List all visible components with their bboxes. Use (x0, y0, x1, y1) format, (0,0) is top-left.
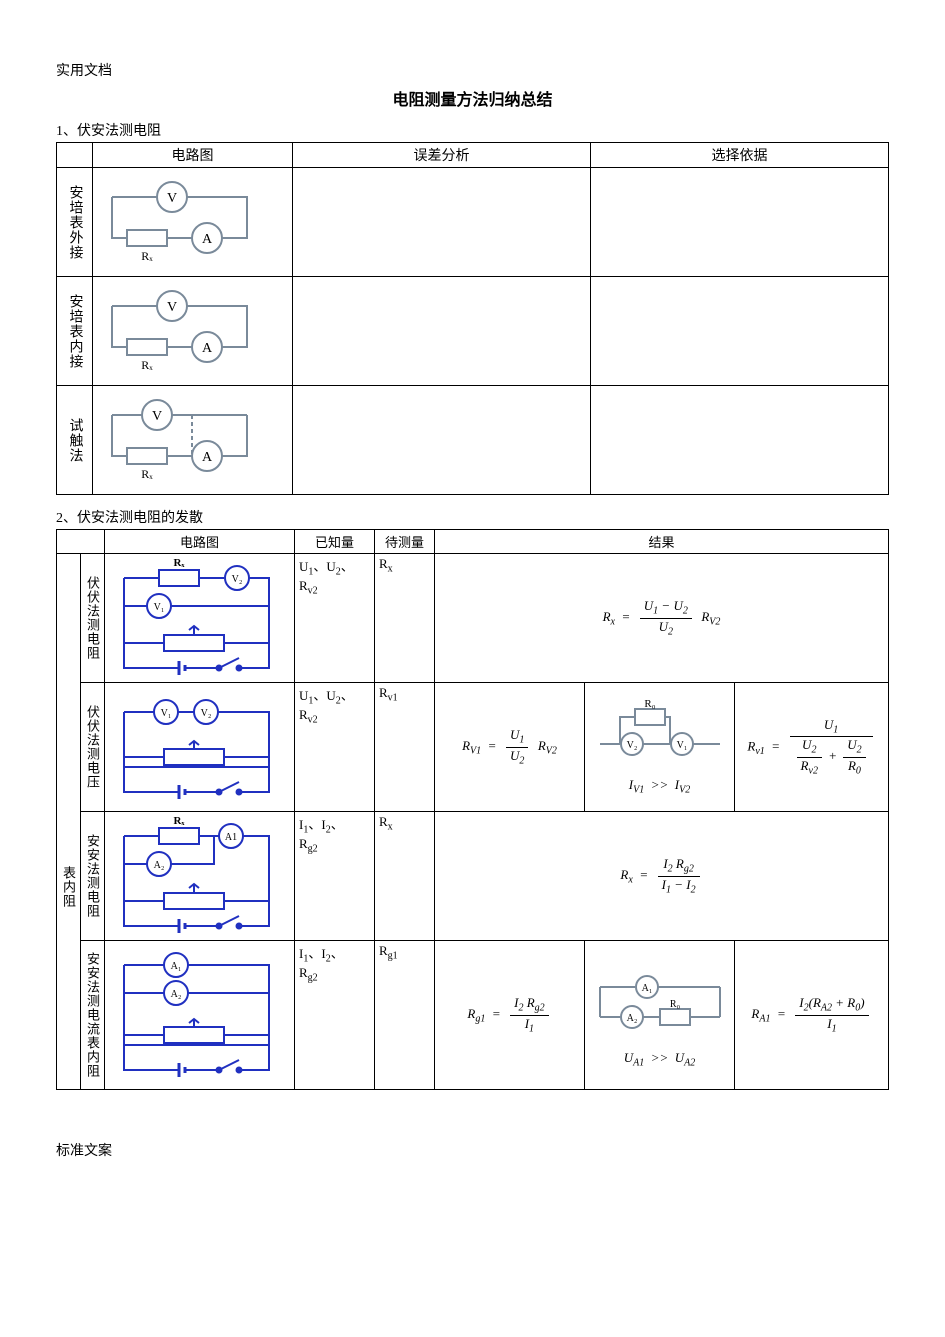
row2-label-aa-a: 安安法测电流表内阻 (81, 941, 105, 1090)
table-row: 安培表内接 V A Rₓ (57, 277, 889, 386)
table-row: 表内阻 伏伏法测电阻 (57, 554, 889, 683)
svg-text:Rₓ: Rₓ (141, 467, 153, 481)
svg-text:A: A (202, 341, 213, 356)
row2-label-aa-r: 安安法测电阻 (81, 812, 105, 941)
svg-text:V₁: V₁ (161, 708, 172, 719)
known-aa-a: I1、I2、Rg2 (295, 941, 375, 1090)
unknown-vv-v: Rv1 (375, 683, 435, 812)
table-row: 安安法测电阻 (57, 812, 889, 941)
circuit-aa-a: A₁ A₂ (105, 941, 295, 1090)
svg-text:A₂: A₂ (626, 1013, 637, 1024)
col-error: 误差分析 (293, 143, 591, 168)
svg-text:Rₓ: Rₓ (173, 816, 185, 827)
svg-text:V: V (167, 300, 177, 315)
svg-text:Rₓ: Rₓ (173, 558, 185, 569)
table-va-extended: 电路图 已知量 待测量 结果 表内阻 伏伏法测电阻 (56, 529, 889, 1090)
svg-text:A₁: A₁ (641, 983, 652, 994)
svg-text:A: A (202, 232, 213, 247)
svg-text:V: V (167, 191, 177, 206)
row-label-trial: 试触法 (57, 386, 93, 495)
svg-text:R₀: R₀ (644, 699, 655, 710)
row-label-ammeter-external: 安培表外接 (57, 168, 93, 277)
cond-aa-a: UA1 >> UA2 (624, 1050, 696, 1069)
side-label-inner-resistance: 表内阻 (59, 690, 78, 1083)
row2-label-vv-r: 伏伏法测电阻 (81, 554, 105, 683)
row2-label-vv-v: 伏伏法测电压 (81, 683, 105, 812)
svg-text:A1: A1 (225, 832, 237, 843)
svg-text:V₂: V₂ (626, 740, 637, 751)
svg-text:A₂: A₂ (154, 860, 165, 871)
svg-text:V₂: V₂ (201, 708, 212, 719)
circuit-vv-r: Rₓ V₂ V₁ (105, 554, 295, 683)
col2-known: 已知量 (295, 530, 375, 554)
col2-unknown: 待测量 (375, 530, 435, 554)
svg-text:A₂: A₂ (171, 989, 182, 1000)
table-row: 安安法测电流表内阻 (57, 941, 889, 1090)
footer-note: 标准文案 (56, 1140, 889, 1160)
svg-text:V₁: V₁ (676, 740, 687, 751)
known-vv-r: U1、U2、Rv2 (295, 554, 375, 683)
known-vv-v: U1、U2、Rv2 (295, 683, 375, 812)
svg-text:Rₓ: Rₓ (141, 249, 153, 263)
page-title: 电阻测量方法归纳总结 (56, 86, 889, 110)
table-row: 电路图 误差分析 选择依据 (57, 143, 889, 168)
circuit-trial: V A Rₓ (93, 386, 293, 495)
extra-formula-vv-v: Rv1 = U1 U2Rv2 + U2R0 (735, 683, 889, 812)
unknown-aa-r: Rx (375, 812, 435, 941)
col2-circuit: 电路图 (105, 530, 295, 554)
section2-heading: 2、伏安法测电阻的发散 (56, 507, 889, 527)
svg-text:R₀: R₀ (669, 999, 680, 1010)
table-row: 安培表外接 (57, 168, 889, 277)
svg-text:A: A (202, 450, 213, 465)
svg-text:Rₓ: Rₓ (141, 358, 153, 372)
formula-vv-v: RV1 = U1U2 RV2 (435, 683, 585, 812)
extra-circuit-aa-a: A₁ A₂ R₀ UA1 >> UA2 (585, 941, 735, 1090)
table-row: 电路图 已知量 待测量 结果 (57, 530, 889, 554)
known-aa-r: I1、I2、Rg2 (295, 812, 375, 941)
formula-vv-r: Rx = U1 − U2U2 RV2 (435, 554, 889, 683)
unknown-vv-r: Rx (375, 554, 435, 683)
table-va-method: 电路图 误差分析 选择依据 安培表外接 (56, 142, 889, 495)
formula-aa-r: Rx = I2 Rg2I1 − I2 (435, 812, 889, 941)
circuit-ammeter-external: V A Rₓ (93, 168, 293, 277)
section1-heading: 1、伏安法测电阻 (56, 120, 889, 140)
col2-result: 结果 (435, 530, 889, 554)
col-circuit: 电路图 (93, 143, 293, 168)
unknown-aa-a: Rg1 (375, 941, 435, 1090)
circuit-vv-v: V₁ V₂ (105, 683, 295, 812)
col-criteria: 选择依据 (591, 143, 889, 168)
svg-text:A₁: A₁ (171, 961, 182, 972)
svg-text:V: V (152, 409, 162, 424)
cond-vv-v: IV1 >> IV2 (629, 777, 690, 796)
row-label-ammeter-internal: 安培表内接 (57, 277, 93, 386)
circuit-aa-r: Rₓ A1 A₂ (105, 812, 295, 941)
table-row: 伏伏法测电压 (57, 683, 889, 812)
header-note: 实用文档 (56, 60, 889, 80)
circuit-ammeter-internal: V A Rₓ (93, 277, 293, 386)
svg-text:V₂: V₂ (232, 574, 243, 585)
svg-text:V₁: V₁ (154, 602, 165, 613)
formula-aa-a: Rg1 = I2 Rg2I1 (435, 941, 585, 1090)
extra-formula-aa-a: RA1 = I2(RA2 + R0)I1 (735, 941, 889, 1090)
table-row: 试触法 V A Rₓ (57, 386, 889, 495)
extra-circuit-vv-v: R₀ V₂ V₁ IV1 >> IV2 (585, 683, 735, 812)
